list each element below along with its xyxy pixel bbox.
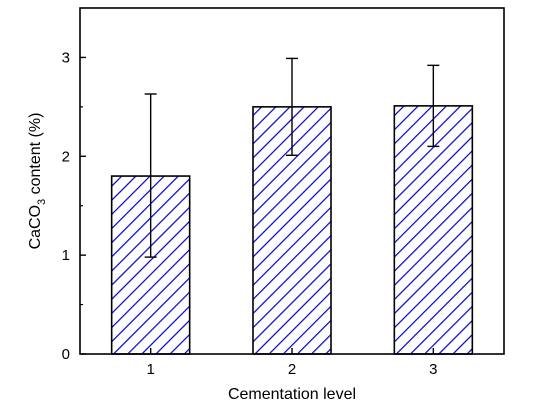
y-tick-label-1: 1: [62, 247, 70, 264]
y-tick-label-2: 2: [62, 148, 70, 165]
x-tick-label-3: 3: [429, 361, 437, 378]
y-axis-title-subscript: 3: [36, 199, 48, 205]
x-axis-ticks: 1 2 3: [146, 348, 438, 378]
x-tick-label-2: 2: [288, 361, 296, 378]
y-tick-label-0: 0: [62, 346, 70, 363]
error-bars-group: [144, 57, 440, 258]
y-axis-ticks: 0 1 2 3: [62, 49, 86, 363]
y-tick-label-3: 3: [62, 49, 70, 66]
x-axis-title: Cementation level: [228, 386, 356, 403]
y-axis-title: CaCO3 content (%): [27, 113, 48, 250]
y-axis-title-main: CaCO: [27, 205, 44, 249]
x-tick-label-1: 1: [146, 361, 154, 378]
y-axis-title-rest: content (%): [27, 113, 44, 199]
